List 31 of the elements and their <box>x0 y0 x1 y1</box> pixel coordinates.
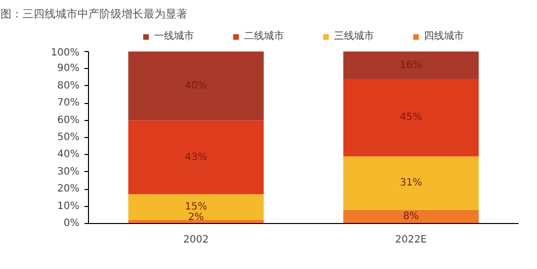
legend-label: 一线城市 <box>154 30 194 43</box>
bar <box>343 156 479 210</box>
y-tick-label: 0% <box>64 218 80 229</box>
x-tick-label: 2022E <box>395 234 427 246</box>
chart-title: 图：三四线城市中产阶级增长最为显著 <box>0 8 188 20</box>
y-tick-label: 20% <box>57 184 80 195</box>
y-tick-label: 60% <box>57 114 80 126</box>
bar <box>343 79 479 156</box>
bar <box>343 210 479 224</box>
legend-label: 三线城市 <box>334 30 374 43</box>
data-label: 8% <box>403 211 419 222</box>
data-label: 2% <box>188 212 204 223</box>
bar <box>343 52 479 80</box>
bar <box>128 52 264 120</box>
bar <box>128 120 264 194</box>
data-label: 15% <box>184 202 208 213</box>
legend-label: 四线城市 <box>424 30 464 43</box>
y-tick-label: 10% <box>57 200 80 212</box>
bar <box>128 194 264 220</box>
data-label: 43% <box>184 152 208 163</box>
x-tick-label: 2002 <box>183 234 209 246</box>
y-tick-label: 40% <box>57 149 80 160</box>
y-tick-label: 70% <box>57 98 80 109</box>
y-tick-label: 30% <box>57 166 80 178</box>
data-label: 31% <box>400 178 422 189</box>
y-tick-label: 50% <box>57 132 80 143</box>
data-label: 45% <box>400 112 422 124</box>
legend-label: 二线城市 <box>244 30 284 43</box>
y-tick-label: 100% <box>50 48 80 58</box>
y-tick-label: 90% <box>57 63 80 74</box>
y-tick-label: 80% <box>57 80 80 92</box>
